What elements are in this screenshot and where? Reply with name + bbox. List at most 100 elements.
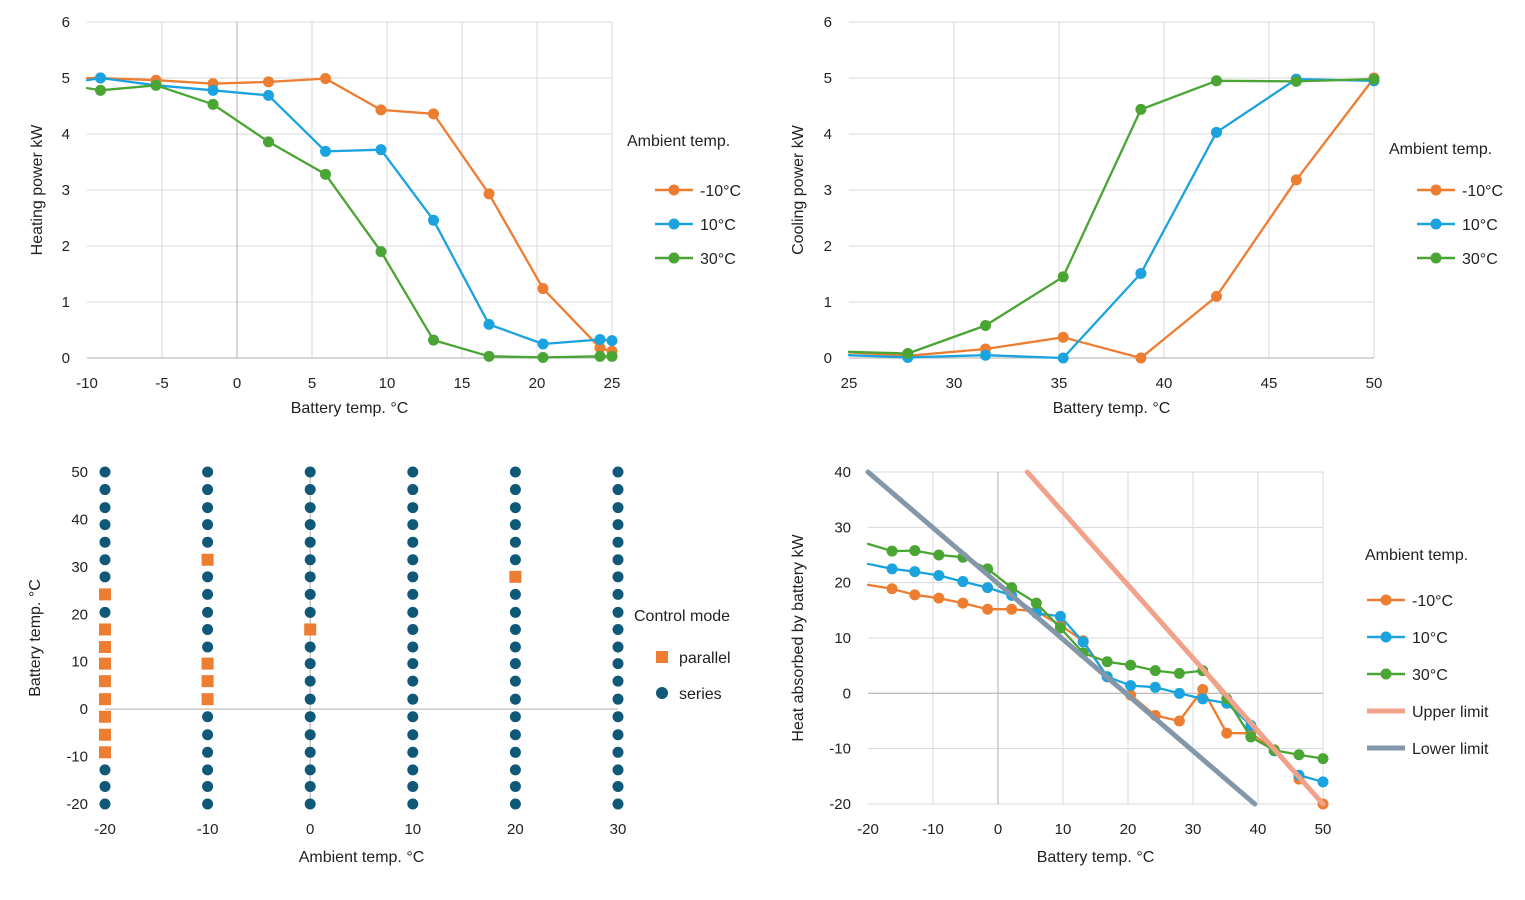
control-series-point-1-18 [202,484,214,496]
cooling-legend-marker-2 [1430,252,1442,264]
control-series-point-3-19 [407,466,419,478]
heat-xtick-label-7: 50 [1315,821,1332,838]
cooling-series-2-point-5 [1211,75,1222,87]
control-series-point-3-14 [407,554,419,566]
control-series-point-2-0 [304,798,316,810]
heating-series-1-point-11 [606,335,618,347]
heating-series-0-point-6 [375,104,387,116]
heat-legend-label-3: Upper limit [1412,704,1489,721]
control-xtick-label-5: 30 [610,821,627,838]
heat-series-2-point-2 [909,545,921,557]
control-chart: -20 -10 0 10 20 30 -20 -10 0 10 20 30 40 50 Ambient te… [27,464,731,866]
control-series-point-3-11 [407,606,419,618]
control-series-point-0-13 [99,571,111,583]
heat-series-1-point-8 [1054,610,1066,622]
heating-xtick-label-5: 15 [454,375,471,392]
heat-xtick-label-3: 10 [1055,821,1072,838]
heat-y-axis-title: Heat absorbed by battery kW [790,534,807,742]
heat-series-1-point-2 [909,566,921,578]
control-series-point-4-12 [509,588,521,600]
cooling-xtick-label-0: 25 [841,375,858,392]
control-series-point-5-2 [612,764,624,776]
heating-xtick-label-2: 0 [233,375,241,392]
heating-xtick-label-4: 10 [379,375,396,392]
control-series-point-3-7 [407,675,419,687]
control-parallel-point-0-10 [99,623,111,636]
control-series-point-4-5 [509,711,521,723]
heat-legend-marker-2 [1380,668,1392,680]
heat-series-1-point-4 [957,576,969,588]
control-series-point-5-9 [612,641,624,653]
control-ytick-label-5: 30 [71,559,88,576]
heat-ytick-label-2: 0 [843,685,851,702]
cooling-series-2-point-4 [1135,103,1147,115]
heating-series-1-point-5 [320,145,331,157]
heating-series-line-2 [85,84,614,359]
control-series-point-5-17 [612,502,624,514]
control-series-point-2-13 [304,571,316,583]
heat-ytick-label-0: -20 [829,796,851,813]
control-series-point-5-0 [612,798,624,810]
control-series-point-3-10 [407,623,419,635]
heat-series-2-point-13 [1173,667,1185,679]
heating-series-2-point-11 [606,350,618,362]
control-series-point-4-6 [509,693,521,705]
heat-series-2-point-7 [1030,597,1042,609]
heat-xtick-label-1: -10 [922,821,944,838]
control-parallel-point-0-5 [99,710,111,723]
control-parallel-point-2-10 [304,623,317,636]
cooling-series-0-point-4 [1135,352,1147,364]
cooling-series-2-point-1 [902,348,914,360]
heating-xtick-label-6: 20 [529,375,546,392]
heat-series-0-point-4 [957,597,969,609]
cooling-legend-label-2: 30°C [1462,251,1498,268]
heating-series-2-point-4 [263,136,274,148]
heat-series-1-point-9 [1077,636,1089,648]
control-ytick-label-7: 50 [71,464,88,481]
cooling-x-axis-title: Battery temp. °C [1053,400,1171,417]
heat-series-1-point-1 [886,563,898,575]
control-series-point-2-11 [304,606,316,618]
cooling-series-2-point-2 [980,320,991,332]
control-series-point-3-15 [407,536,419,548]
heating-x-axis-title: Battery temp. °C [291,400,409,417]
control-series-point-4-14 [509,554,521,566]
heat-series-0-point-2 [909,589,921,601]
heating-ytick-label-5: 5 [62,70,70,87]
control-series-point-5-11 [612,606,624,618]
heating-series-0-point-7 [428,108,439,120]
control-xtick-label-4: 20 [507,821,524,838]
heating-series-2-point-6 [375,246,387,258]
control-series-point-0-1 [99,780,111,792]
heat-series-2-point-16 [1245,731,1257,743]
heating-legend-marker-2 [668,252,680,264]
heat-series-1-point-12 [1149,681,1161,693]
cooling-series-1-point-3 [1057,352,1069,364]
control-series-point-0-2 [99,764,111,776]
control-ytick-label-2: 0 [80,701,88,718]
cooling-legend-marker-0 [1430,184,1442,196]
heat-series-0-point-15 [1221,727,1233,739]
heat-ytick-label-1: -10 [829,741,851,758]
control-series-point-2-9 [304,641,316,653]
control-ytick-label-4: 20 [71,606,88,623]
heating-ytick-label-3: 3 [62,182,70,199]
heat-xtick-label-4: 20 [1120,821,1137,838]
control-series-point-1-9 [202,641,214,653]
control-series-point-2-14 [304,554,316,566]
heat-series-line-4 [865,469,1258,807]
control-series-point-2-15 [304,536,316,548]
heat-series-2-point-1 [886,545,898,557]
cooling-xtick-label-5: 50 [1366,375,1383,392]
control-series-point-4-4 [509,729,521,741]
control-series-point-2-5 [304,711,316,723]
control-series-point-4-9 [509,641,521,653]
control-series-point-4-15 [509,536,521,548]
control-series-point-2-12 [304,588,316,600]
cooling-ytick-label-2: 2 [824,238,832,255]
control-ytick-label-1: -10 [66,749,88,766]
control-series-point-4-19 [509,466,521,478]
heat-legend-label-2: 30°C [1412,667,1448,684]
control-parallel-point-0-12 [99,588,111,601]
